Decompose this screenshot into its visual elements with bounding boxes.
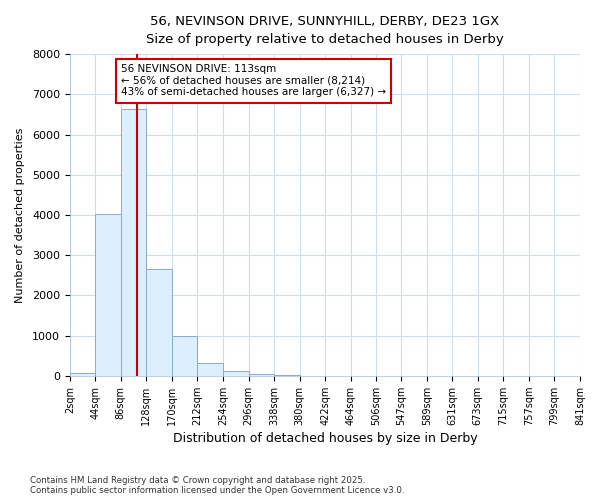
Bar xyxy=(248,374,274,376)
Bar xyxy=(121,109,146,376)
Bar xyxy=(223,372,248,376)
Bar xyxy=(95,214,121,376)
Title: 56, NEVINSON DRIVE, SUNNYHILL, DERBY, DE23 1GX
Size of property relative to deta: 56, NEVINSON DRIVE, SUNNYHILL, DERBY, DE… xyxy=(146,15,504,46)
Bar xyxy=(274,375,299,376)
Bar xyxy=(70,374,95,376)
Y-axis label: Number of detached properties: Number of detached properties xyxy=(15,128,25,302)
Bar xyxy=(172,336,197,376)
Text: Contains HM Land Registry data © Crown copyright and database right 2025.
Contai: Contains HM Land Registry data © Crown c… xyxy=(30,476,404,495)
Bar xyxy=(197,362,223,376)
Bar xyxy=(146,270,172,376)
Text: 56 NEVINSON DRIVE: 113sqm
← 56% of detached houses are smaller (8,214)
43% of se: 56 NEVINSON DRIVE: 113sqm ← 56% of detac… xyxy=(121,64,386,98)
X-axis label: Distribution of detached houses by size in Derby: Distribution of detached houses by size … xyxy=(173,432,477,445)
